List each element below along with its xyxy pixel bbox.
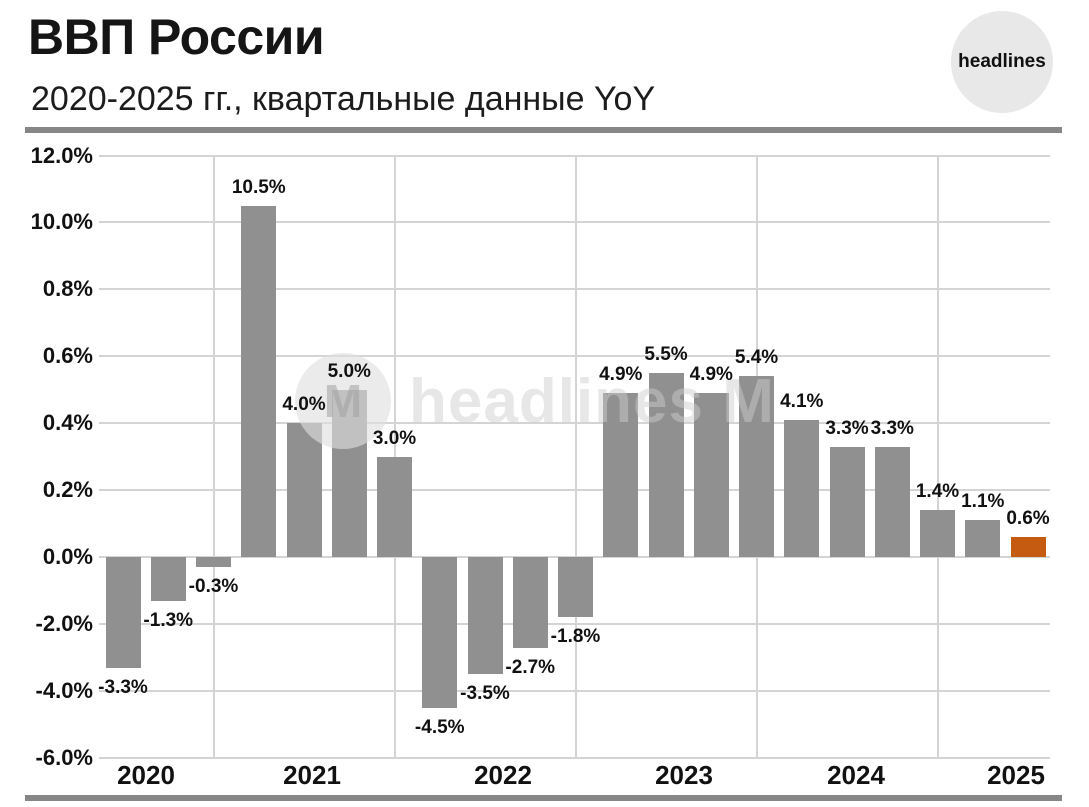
x-axis-year-label: 2022 xyxy=(474,760,532,790)
bar xyxy=(829,446,865,558)
bar xyxy=(693,393,729,558)
gridline-v xyxy=(574,155,577,758)
bar xyxy=(648,373,684,558)
bar-value-label: -4.5% xyxy=(414,716,465,738)
y-axis-label: 0.0% xyxy=(42,544,93,570)
bar-value-label: 4.9% xyxy=(689,364,733,386)
bar-value-label: 5.0% xyxy=(327,360,371,382)
x-axis-year-label: 2023 xyxy=(655,760,713,790)
bar-value-label: 5.4% xyxy=(734,347,779,369)
bar xyxy=(241,205,277,558)
x-axis-year-label: 2021 xyxy=(283,760,341,790)
bar-value-label: 5.5% xyxy=(644,344,688,366)
brand-logo-label: headlines xyxy=(958,51,1046,72)
page-title: ВВП России xyxy=(28,9,325,65)
bar-value-label: 1.1% xyxy=(961,491,1005,513)
bar-value-label: -0.3% xyxy=(188,576,239,598)
bar xyxy=(286,423,322,558)
page-subtitle: 2020-2025 гг., квартальные данные YoY xyxy=(31,80,656,118)
bar-value-label: -3.5% xyxy=(460,683,510,705)
bar-value-label: 4.1% xyxy=(780,390,824,412)
bar xyxy=(784,419,820,558)
bar-value-label: -2.7% xyxy=(505,656,556,678)
bar xyxy=(603,393,639,558)
y-axis-label: 0.4% xyxy=(42,410,93,436)
bar-value-label: 3.3% xyxy=(870,417,914,439)
bar xyxy=(739,376,774,558)
bar-value-label: 3.3% xyxy=(825,417,869,439)
y-axis-label: -2.0% xyxy=(35,611,93,637)
top-divider xyxy=(25,127,1062,133)
bar xyxy=(965,520,1001,558)
bar-value-label: 4.9% xyxy=(599,364,643,386)
gridline-v xyxy=(936,155,939,758)
bar xyxy=(558,557,593,618)
y-axis-label: 0.6% xyxy=(42,343,93,369)
y-axis-label: 12.0% xyxy=(30,142,93,168)
bar xyxy=(1010,537,1046,558)
y-axis-label: 0.2% xyxy=(42,477,93,503)
bar xyxy=(467,557,503,675)
bar xyxy=(105,557,141,668)
bar xyxy=(196,557,231,568)
bar-value-label: -1.8% xyxy=(550,626,601,648)
x-axis-year-label: 2025 xyxy=(987,760,1045,790)
y-axis-label: -4.0% xyxy=(35,678,93,704)
y-axis-label: 0.8% xyxy=(42,276,93,302)
bar xyxy=(150,557,186,601)
brand-logo: headlines xyxy=(951,11,1053,113)
bar xyxy=(377,456,412,558)
bar-value-label: 3.0% xyxy=(372,427,417,449)
bar-value-label: -1.3% xyxy=(143,609,194,631)
gridline-h xyxy=(99,757,1050,759)
x-axis-year-label: 2020 xyxy=(117,760,175,790)
bar-value-label: -3.3% xyxy=(98,676,148,698)
x-axis-year-label: 2024 xyxy=(827,760,885,790)
y-axis-label: 10.0% xyxy=(30,209,93,235)
bar-value-label: 10.5% xyxy=(231,176,286,198)
bar xyxy=(920,510,955,558)
bottom-divider xyxy=(25,795,1062,801)
bar-value-label: 1.4% xyxy=(915,481,960,503)
bar xyxy=(512,557,548,648)
bar xyxy=(422,557,458,708)
bar-value-label: 0.6% xyxy=(1006,508,1050,530)
bar-value-label: 4.0% xyxy=(282,394,326,416)
bar xyxy=(874,446,910,558)
y-axis-label: -6.0% xyxy=(35,745,93,770)
gridline-v xyxy=(212,155,215,758)
